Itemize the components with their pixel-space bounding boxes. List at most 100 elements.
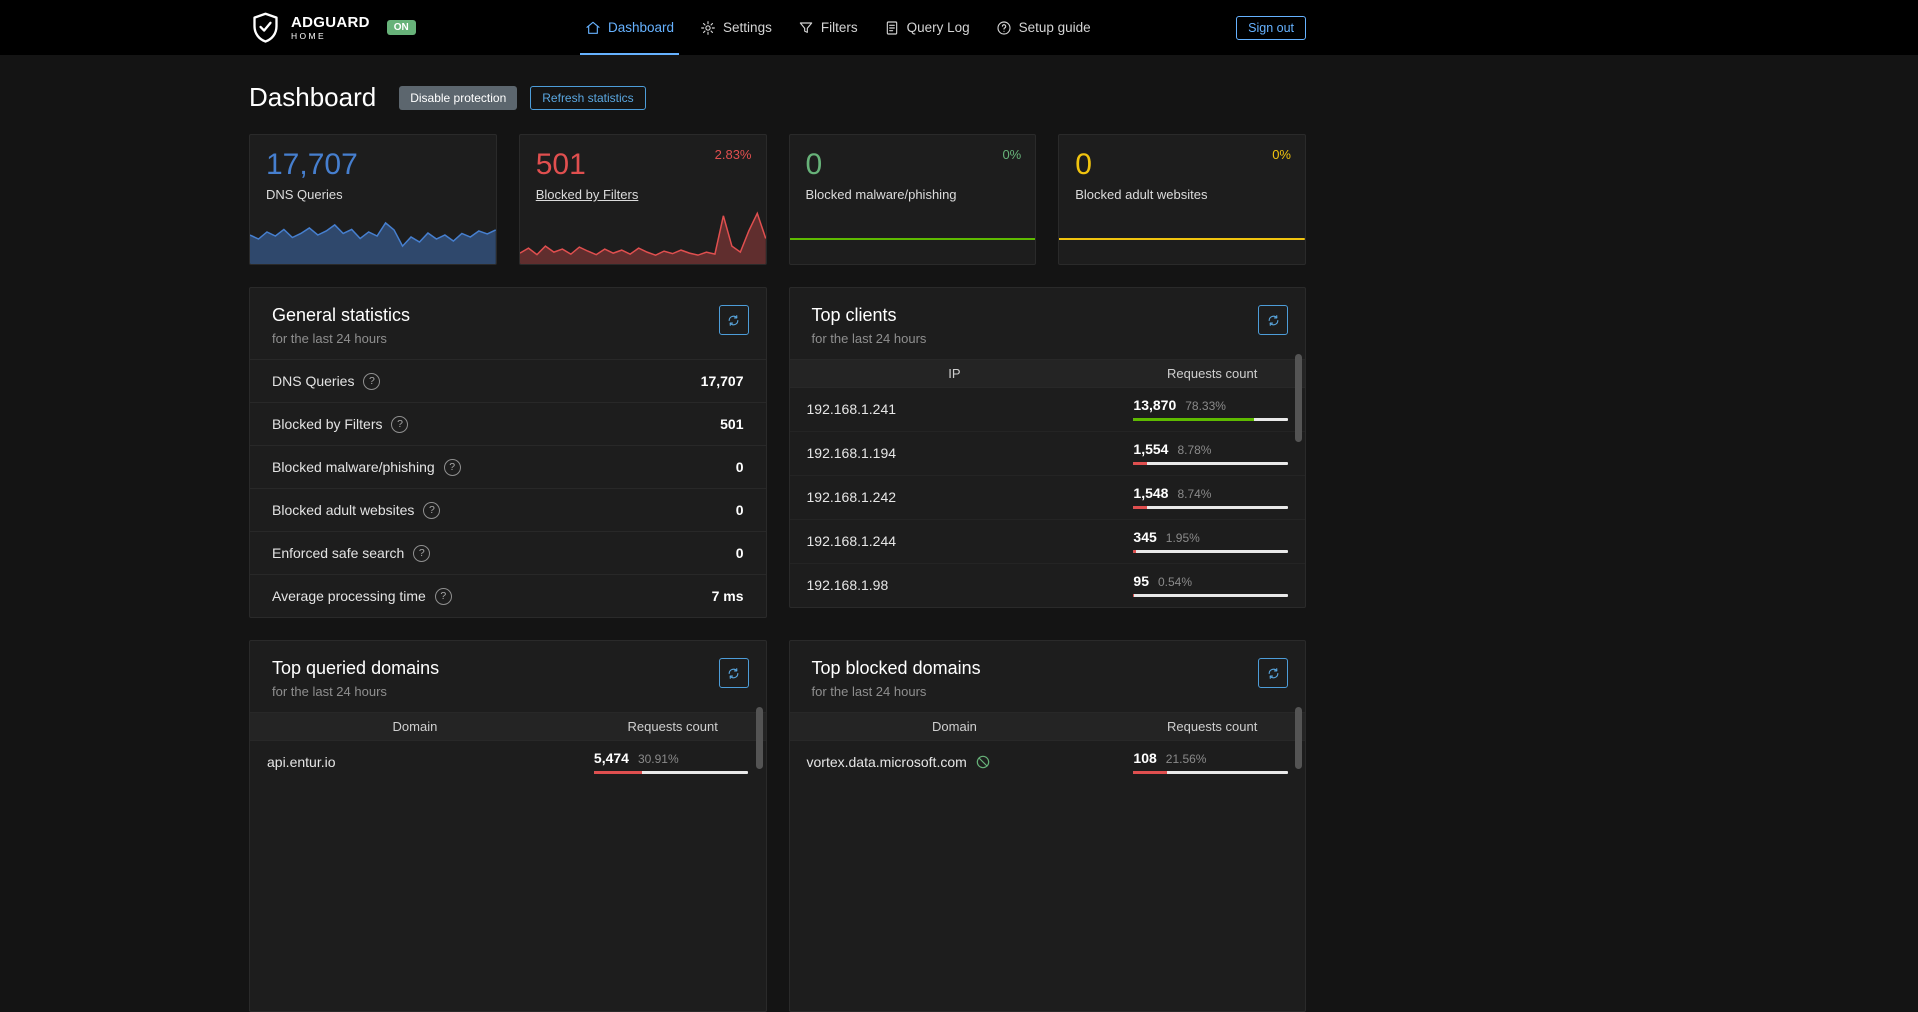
stats-row-label: Blocked malware/phishing <box>272 459 435 475</box>
sign-out-button[interactable]: Sign out <box>1236 15 1306 40</box>
blocked-circle-slash-icon <box>976 755 990 769</box>
stats-row-label: Blocked adult websites <box>272 502 415 518</box>
query-log-icon <box>886 20 897 35</box>
home-icon <box>586 21 600 34</box>
blocked-filters-sparkline <box>519 208 766 264</box>
stat-percent: 0% <box>1002 147 1022 162</box>
blocked-adult-sparkline <box>1059 208 1305 264</box>
progress-bar <box>1133 462 1288 465</box>
help-icon[interactable]: ? <box>423 501 441 519</box>
help-icon[interactable]: ? <box>363 372 381 390</box>
column-header-domain: Domain <box>932 719 977 734</box>
stats-row: Enforced safe search? 0 <box>250 531 766 574</box>
top-blocked-domains-panel: Top blocked domains for the last 24 hour… <box>788 640 1306 1012</box>
general-statistics-panel: General statistics for the last 24 hours… <box>249 287 767 618</box>
panel-title: Top clients <box>811 305 897 325</box>
stat-card-blocked-by-filters: 501 Blocked by Filters 2.83% <box>518 134 767 265</box>
brand[interactable]: ADGUARD HOME ON <box>249 11 416 44</box>
refresh-button[interactable] <box>718 658 749 688</box>
panel-title: General statistics <box>272 305 411 325</box>
domain-name: vortex.data.microsoft.com <box>806 754 967 770</box>
nav-item-dashboard[interactable]: Dashboard <box>579 0 680 55</box>
nav-item-filters[interactable]: Filters <box>798 0 858 55</box>
table-header: IP Requests count <box>789 359 1305 388</box>
nav-item-query-log[interactable]: Query Log <box>884 0 970 55</box>
scrollbar-thumb[interactable] <box>755 707 763 769</box>
stats-row: Blocked by Filters? 501 <box>250 402 766 445</box>
domain-name: api.entur.io <box>267 754 336 770</box>
stat-value: 501 <box>535 148 586 181</box>
progress-bar-fill <box>1133 550 1137 553</box>
client-row: 192.168.1.194 1,554 8.78% <box>789 431 1305 475</box>
client-ip: 192.168.1.98 <box>806 577 889 593</box>
dns-queries-sparkline <box>250 208 496 264</box>
column-header-requests: Requests count <box>627 719 718 734</box>
top-clients-panel: Top clients for the last 24 hours IP Req… <box>788 287 1306 608</box>
requests-count: 1,554 <box>1133 441 1169 457</box>
adguard-shield-logo-icon <box>253 12 278 43</box>
progress-bar <box>1133 594 1288 597</box>
gear-icon <box>701 20 715 35</box>
nav-item-label: Query Log <box>906 20 970 35</box>
scrollbar-thumb[interactable] <box>1295 707 1302 769</box>
requests-percent: 0.54% <box>1157 575 1193 589</box>
column-header-requests: Requests count <box>1167 719 1258 734</box>
requests-count: 5,474 <box>593 750 629 766</box>
requests-percent: 78.33% <box>1185 399 1226 413</box>
stats-row-label: Blocked by Filters <box>272 416 383 432</box>
client-row: 192.168.1.242 1,548 8.74% <box>789 475 1305 519</box>
middle-panels-row: General statistics for the last 24 hours… <box>249 287 1306 618</box>
client-ip: 192.168.1.194 <box>806 445 897 461</box>
stats-row-label: Average processing time <box>272 588 426 604</box>
scrollbar-thumb[interactable] <box>1295 354 1302 442</box>
nav-links: Dashboard Settings Filters Query Log Set… <box>579 0 1091 55</box>
client-ip: 192.168.1.241 <box>806 401 897 417</box>
panel-subtitle: for the last 24 hours <box>272 684 387 699</box>
progress-bar <box>1133 506 1288 509</box>
help-icon[interactable]: ? <box>391 415 409 433</box>
column-header-requests: Requests count <box>1167 366 1258 381</box>
client-ip: 192.168.1.244 <box>806 533 897 549</box>
blocked-by-filters-link[interactable]: Blocked by Filters <box>535 187 639 202</box>
domain-row: vortex.data.microsoft.com 108 21.56% <box>790 741 1306 784</box>
stat-value: 0 <box>1075 148 1092 181</box>
panel-subtitle: for the last 24 hours <box>811 331 927 346</box>
page-header: Dashboard Disable protection Refresh sta… <box>249 82 1306 113</box>
top-queried-domains-panel: Top queried domains for the last 24 hour… <box>249 640 767 1012</box>
stat-card-blocked-adult: 0 Blocked adult websites 0% <box>1058 134 1306 265</box>
refresh-button[interactable] <box>718 305 749 335</box>
stat-percent: 0% <box>1272 147 1291 162</box>
requests-percent: 1.95% <box>1165 531 1200 545</box>
requests-percent: 21.56% <box>1165 752 1207 766</box>
panel-title: Top blocked domains <box>811 658 981 678</box>
stats-row-value: 0 <box>735 545 744 561</box>
protection-status-badge: ON <box>386 20 416 35</box>
disable-protection-button[interactable]: Disable protection <box>399 85 518 110</box>
filter-funnel-icon <box>799 21 813 33</box>
table-header: Domain Requests count <box>789 712 1305 741</box>
refresh-button[interactable] <box>1258 658 1288 688</box>
client-row: 192.168.1.98 95 0.54% <box>789 563 1305 607</box>
requests-percent: 30.91% <box>637 752 679 766</box>
blocked-malware-sparkline <box>790 208 1036 264</box>
progress-bar <box>593 771 749 774</box>
refresh-statistics-button[interactable]: Refresh statistics <box>530 85 646 110</box>
main-content: Dashboard Disable protection Refresh sta… <box>249 82 1306 1012</box>
stats-row-value: 501 <box>720 416 744 432</box>
stat-card-blocked-malware: 0 Blocked malware/phishing 0% <box>788 134 1037 265</box>
refresh-icon <box>728 314 739 326</box>
stat-label: DNS Queries <box>266 187 343 202</box>
nav-item-setup-guide[interactable]: Setup guide <box>996 0 1091 55</box>
stat-label: Blocked adult websites <box>1075 187 1208 202</box>
refresh-icon <box>1268 667 1278 679</box>
nav-item-settings[interactable]: Settings <box>700 0 772 55</box>
refresh-button[interactable] <box>1258 305 1288 335</box>
help-icon[interactable]: ? <box>443 458 461 476</box>
stat-value: 17,707 <box>266 148 358 181</box>
help-icon[interactable]: ? <box>434 587 452 605</box>
help-icon[interactable]: ? <box>413 544 431 562</box>
requests-percent: 8.74% <box>1177 487 1212 501</box>
stat-cards-row: 17,707 DNS Queries 501 Blocked by Filter… <box>249 134 1306 265</box>
stat-card-dns-queries: 17,707 DNS Queries <box>249 134 497 265</box>
requests-count: 13,870 <box>1133 397 1177 413</box>
